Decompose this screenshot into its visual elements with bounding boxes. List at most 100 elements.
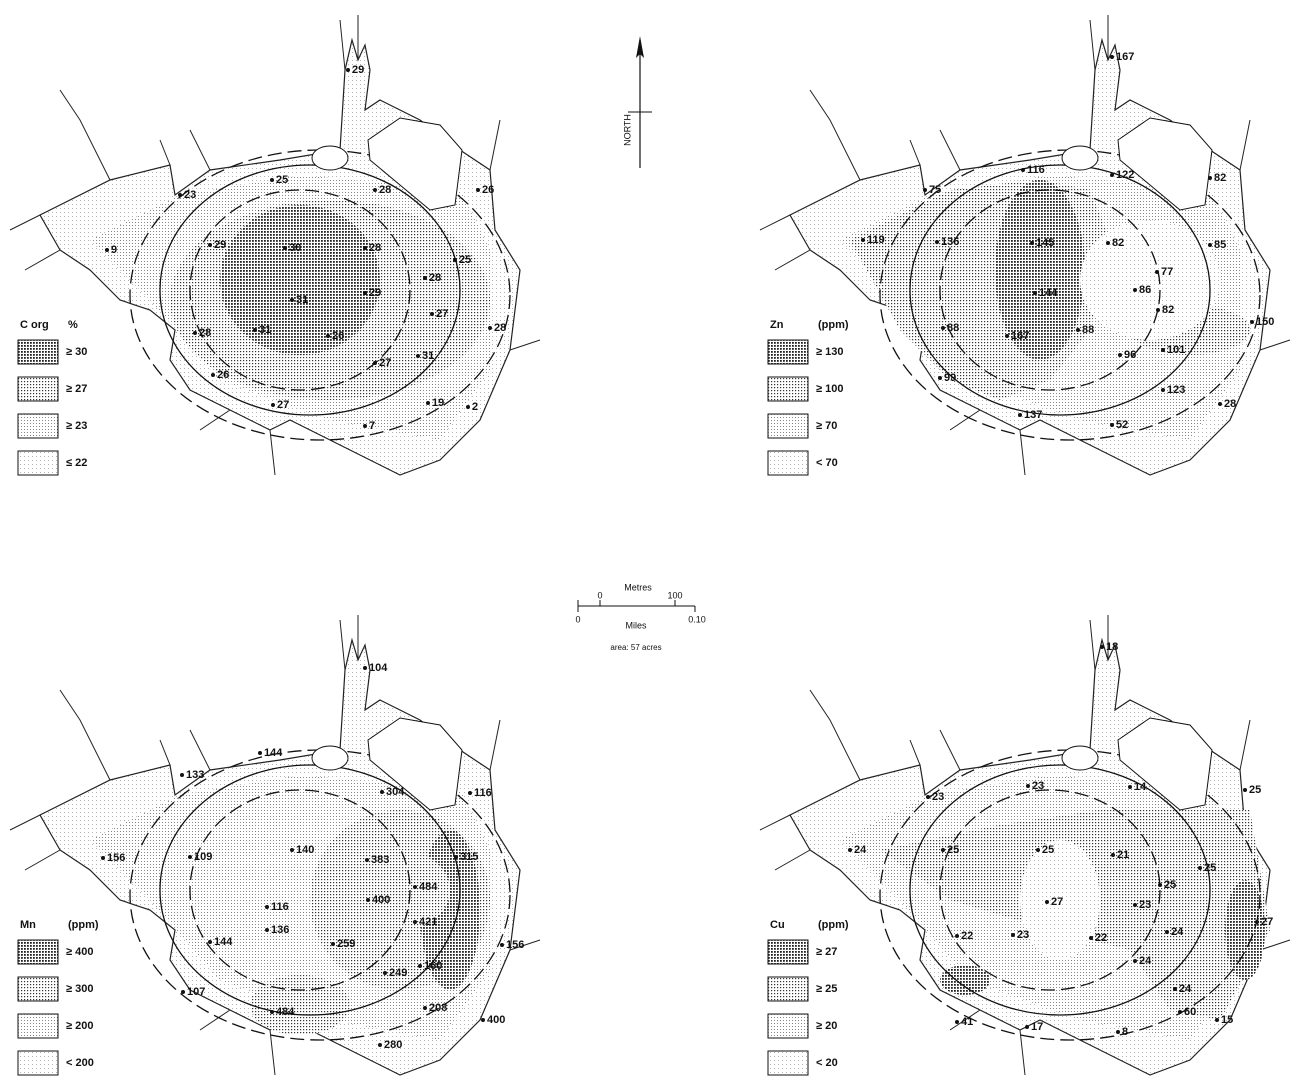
legend-unit: (ppm) — [818, 919, 849, 931]
sample-value: 23 — [1032, 780, 1044, 792]
stream — [270, 1030, 275, 1075]
sample-value: 25 — [459, 254, 471, 266]
sample-point — [413, 885, 417, 889]
sample-value: 144 — [214, 936, 233, 948]
sample-point — [1128, 785, 1132, 789]
legend-swatch — [768, 1014, 808, 1038]
legend-label: ≥ 30 — [66, 346, 87, 358]
sample-point — [1165, 930, 1169, 934]
legend-swatch — [18, 1014, 58, 1038]
sample-point — [466, 405, 470, 409]
sample-point — [1110, 173, 1114, 177]
sample-value: 133 — [186, 769, 204, 781]
sample-value: 23 — [932, 791, 944, 803]
sample-value: 315 — [460, 851, 478, 863]
stream — [1240, 720, 1250, 770]
sample-point — [265, 928, 269, 932]
sample-point — [1011, 933, 1015, 937]
sample-value: 52 — [1116, 419, 1128, 431]
sample-value: 150 — [1256, 316, 1274, 328]
stream — [1090, 620, 1095, 670]
legend-label: ≥ 27 — [816, 946, 837, 958]
sample-value: 144 — [264, 747, 283, 759]
stream — [910, 740, 920, 765]
sample-value: 208 — [429, 1002, 447, 1014]
stream — [10, 215, 40, 230]
zone — [995, 180, 1085, 360]
sample-value: 484 — [276, 1006, 295, 1018]
sample-point — [1030, 241, 1034, 245]
legend-swatch — [768, 377, 808, 401]
stream — [760, 215, 790, 230]
stream — [1020, 430, 1025, 475]
sample-point — [1110, 55, 1114, 59]
sample-value: 28 — [379, 184, 391, 196]
sample-point — [1178, 1010, 1182, 1014]
sample-point — [208, 940, 212, 944]
legend-swatch — [768, 940, 808, 964]
sample-value: 259 — [337, 938, 355, 950]
sample-point — [383, 971, 387, 975]
sample-point — [363, 666, 367, 670]
map-panel: C org%≥ 30≥ 27≥ 23≤ 22 — [10, 15, 540, 475]
sample-value: 145 — [1036, 237, 1054, 249]
sample-value: 101 — [1167, 344, 1185, 356]
stream — [160, 140, 170, 165]
sample-point — [941, 848, 945, 852]
sample-point — [476, 188, 480, 192]
metres-tick: 0 — [597, 590, 602, 600]
zone — [1225, 880, 1265, 980]
sample-point — [188, 855, 192, 859]
sample-value: 28 — [429, 272, 441, 284]
sample-point — [1021, 168, 1025, 172]
sample-value: 15 — [1221, 1014, 1233, 1026]
island — [312, 746, 348, 770]
sample-point — [430, 312, 434, 316]
sample-point — [1155, 270, 1159, 274]
stream — [1260, 340, 1290, 350]
sample-value: 24 — [854, 844, 867, 856]
stream — [775, 250, 810, 270]
sample-value: 30 — [289, 242, 301, 254]
stream — [490, 720, 500, 770]
metres-label: Metres — [624, 582, 652, 592]
sample-point — [861, 238, 865, 242]
sample-value: 82 — [1162, 304, 1174, 316]
sample-value: 119 — [867, 234, 885, 246]
sample-value: 21 — [1117, 849, 1129, 861]
scale-bar: Metres 0 100 0 Miles 0.10 area: 57 acres — [575, 582, 705, 652]
legend-swatch — [18, 1051, 58, 1075]
sample-value: 167 — [1116, 51, 1134, 63]
legend-swatch — [768, 977, 808, 1001]
sample-point — [1116, 1030, 1120, 1034]
sample-value: 60 — [1184, 1006, 1196, 1018]
stream — [200, 410, 230, 430]
island — [312, 146, 348, 170]
sample-point — [1118, 353, 1122, 357]
legend-label: ≥ 27 — [66, 383, 87, 395]
sample-point — [363, 246, 367, 250]
stream — [25, 250, 60, 270]
sample-point — [1133, 288, 1137, 292]
sample-value: 75 — [929, 184, 941, 196]
sample-value: 160 — [424, 960, 442, 972]
sample-point — [326, 334, 330, 338]
sample-value: 22 — [1095, 932, 1107, 944]
sample-value: 14 — [1134, 781, 1147, 793]
sample-value: 27 — [436, 308, 448, 320]
sample-point — [1106, 241, 1110, 245]
sample-value: 383 — [371, 854, 389, 866]
sample-point — [1133, 903, 1137, 907]
figure: NORTH Metres 0 100 0 Miles 0.10 area: 57… — [0, 0, 1298, 1084]
sample-point — [380, 790, 384, 794]
sample-value: 77 — [1161, 266, 1173, 278]
legend-label: ≥ 400 — [66, 946, 93, 958]
legend-title: Mn — [20, 919, 36, 931]
stream — [270, 430, 275, 475]
stream — [1240, 120, 1250, 170]
legend-swatch — [768, 1051, 808, 1075]
sample-point — [426, 401, 430, 405]
sample-point — [1158, 883, 1162, 887]
sample-value: 22 — [961, 930, 973, 942]
sample-value: 104 — [369, 662, 388, 674]
